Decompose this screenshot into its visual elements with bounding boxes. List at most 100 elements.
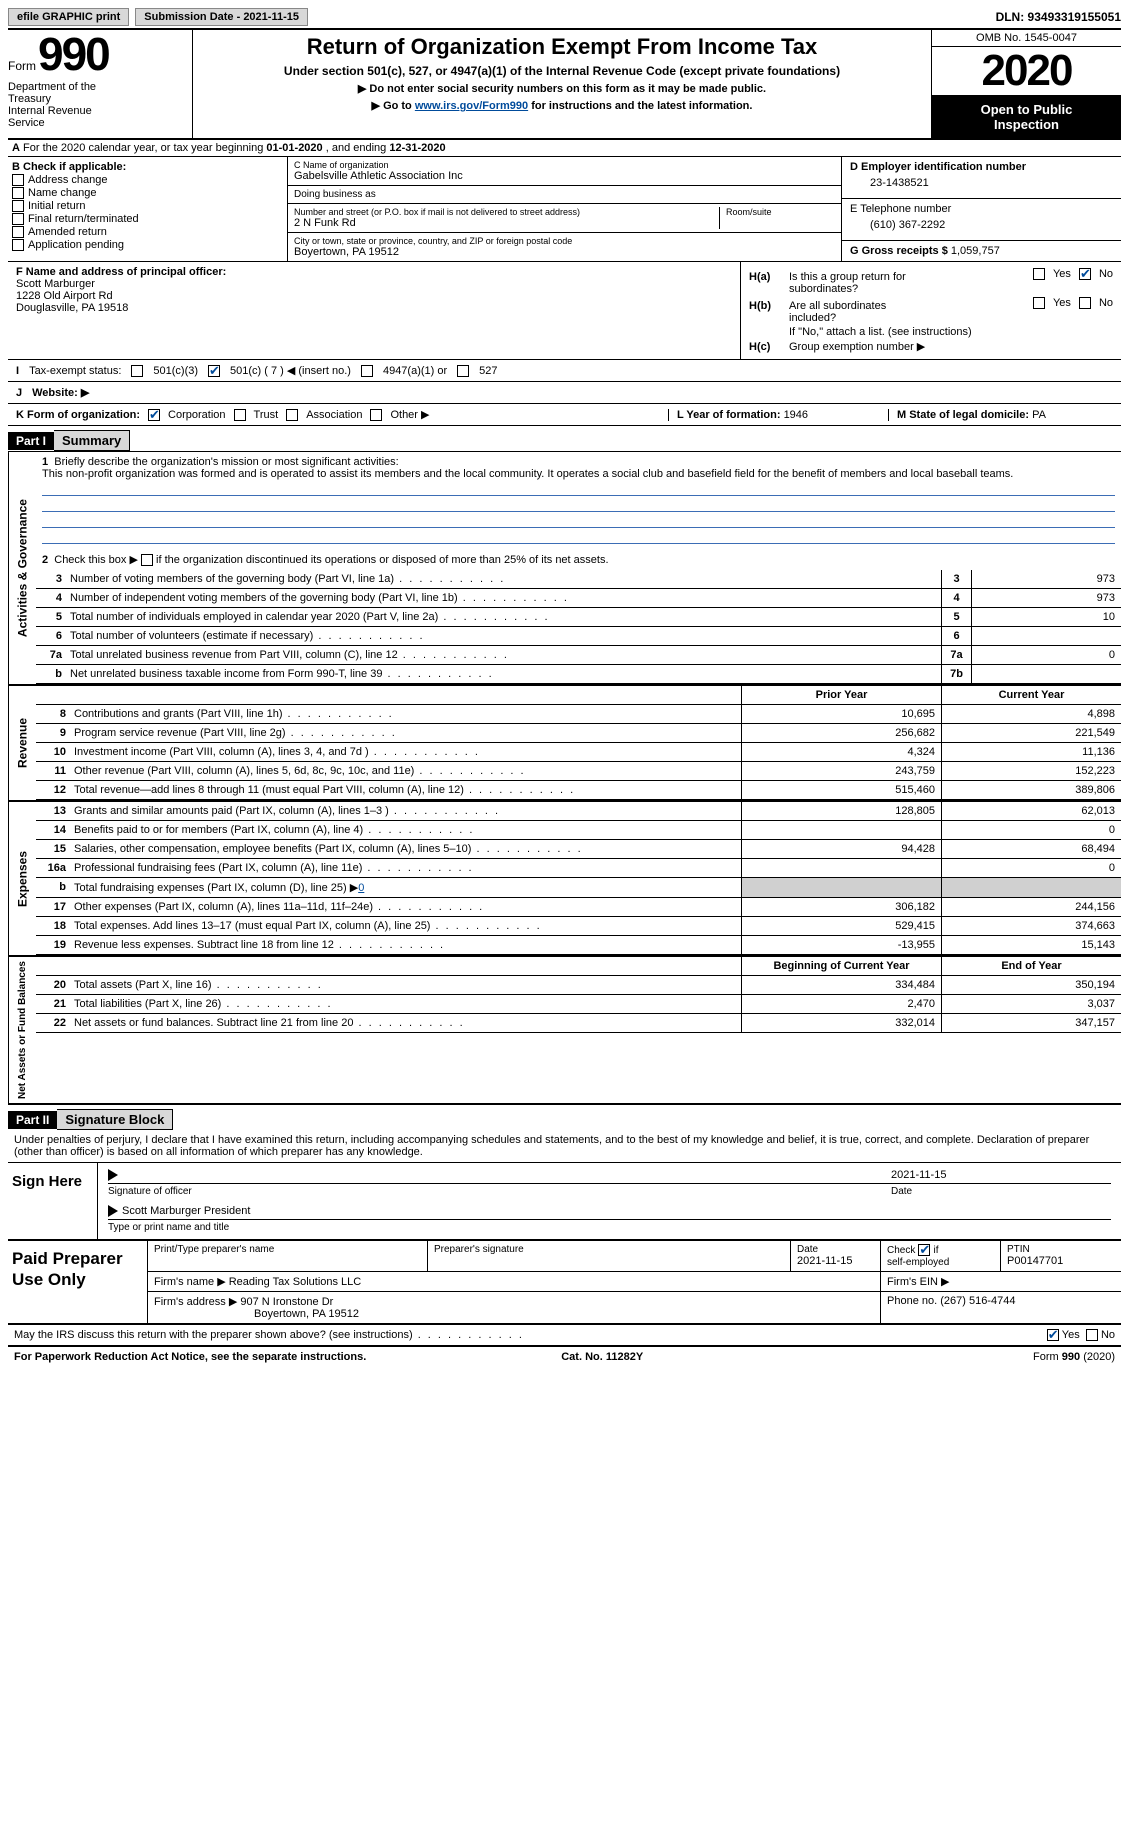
financial-line: 16aProfessional fundraising fees (Part I… — [36, 859, 1121, 878]
box-e-phone: E Telephone number (610) 367-2292 — [842, 199, 1121, 241]
chk-527[interactable] — [457, 365, 469, 377]
box-b-checkboxes: B Check if applicable: Address change Na… — [8, 157, 288, 261]
row-k-form-org: K Form of organization: Corporation Trus… — [16, 408, 658, 421]
vtab-governance: Activities & Governance — [8, 452, 36, 684]
dept-treasury: Department of the Treasury Internal Reve… — [8, 81, 186, 129]
financial-line: 19Revenue less expenses. Subtract line 1… — [36, 936, 1121, 955]
officer-name-title: Scott Marburger President — [122, 1205, 1111, 1217]
row-i-tax-status: I Tax-exempt status: 501(c)(3) 501(c) ( … — [8, 360, 1121, 382]
firm-address-cell: Firm's address ▶ 907 N Ironstone Dr Boye… — [148, 1292, 881, 1323]
preparer-sig-cell: Preparer's signature — [428, 1241, 791, 1271]
financial-line: 14Benefits paid to or for members (Part … — [36, 821, 1121, 840]
chk-501c[interactable] — [208, 365, 220, 377]
chk-amended-return[interactable] — [12, 226, 24, 238]
paid-preparer-label: Paid Preparer Use Only — [8, 1241, 148, 1323]
financial-line: 8Contributions and grants (Part VIII, li… — [36, 705, 1121, 724]
top-toolbar: efile GRAPHIC print Submission Date - 20… — [8, 8, 1121, 30]
sig-officer-label: Signature of officer — [108, 1186, 891, 1197]
box-c-name: C Name of organization Gabelsville Athle… — [288, 157, 841, 186]
tax-year: 2020 — [932, 47, 1121, 96]
box-c-city: City or town, state or province, country… — [288, 233, 841, 261]
chk-discuss-no[interactable] — [1086, 1329, 1098, 1341]
page-footer: For Paperwork Reduction Act Notice, see … — [8, 1347, 1121, 1367]
vtab-expenses: Expenses — [8, 802, 36, 955]
omb-number: OMB No. 1545-0047 — [932, 30, 1121, 47]
summary-line: 4Number of independent voting members of… — [36, 589, 1121, 608]
chk-ha-yes[interactable] — [1033, 268, 1045, 280]
chk-hb-no[interactable] — [1079, 297, 1091, 309]
financial-line: 18Total expenses. Add lines 13–17 (must … — [36, 917, 1121, 936]
dln-label: DLN: 93493319155051 — [996, 10, 1121, 24]
col-end-year: End of Year — [941, 957, 1121, 975]
efile-print-button[interactable]: efile GRAPHIC print — [8, 8, 129, 26]
arrow-icon — [108, 1169, 118, 1181]
submission-date-badge: Submission Date - 2021-11-15 — [135, 8, 308, 26]
preparer-date-cell: Date2021-11-15 — [791, 1241, 881, 1271]
part2-header: Part IISignature Block — [8, 1103, 1121, 1130]
financial-line: 9Program service revenue (Part VIII, lin… — [36, 724, 1121, 743]
box-c-dba: Doing business as — [288, 186, 841, 204]
row-a-tax-year: A For the 2020 calendar year, or tax yea… — [8, 140, 1121, 157]
financial-line: 15Salaries, other compensation, employee… — [36, 840, 1121, 859]
chk-self-employed[interactable] — [918, 1244, 930, 1256]
box-c-address: Number and street (or P.O. box if mail i… — [288, 204, 841, 233]
financial-line: 10Investment income (Part VIII, column (… — [36, 743, 1121, 762]
box-g-gross: G Gross receipts $ 1,059,757 — [842, 241, 1121, 261]
chk-4947[interactable] — [361, 365, 373, 377]
chk-initial-return[interactable] — [12, 200, 24, 212]
chk-trust[interactable] — [234, 409, 246, 421]
firm-name-cell: Firm's name ▶ Reading Tax Solutions LLC — [148, 1272, 881, 1291]
form-title: Return of Organization Exempt From Incom… — [199, 34, 925, 60]
row-l-year: L Year of formation: 1946 — [668, 409, 878, 421]
chk-discuss-yes[interactable] — [1047, 1329, 1059, 1341]
may-irs-discuss: May the IRS discuss this return with the… — [8, 1325, 1121, 1347]
chk-hb-yes[interactable] — [1033, 297, 1045, 309]
financial-line: 13Grants and similar amounts paid (Part … — [36, 802, 1121, 821]
name-title-label: Type or print name and title — [108, 1222, 1111, 1233]
open-inspection-badge: Open to PublicInspection — [932, 96, 1121, 138]
col-prior-year: Prior Year — [741, 686, 941, 704]
arrow-icon — [108, 1205, 118, 1217]
summary-line: bNet unrelated business taxable income f… — [36, 665, 1121, 684]
sig-date-value: 2021-11-15 — [891, 1169, 1111, 1181]
row-m-state: M State of legal domicile: PA — [888, 409, 1113, 421]
firm-phone-cell: Phone no. (267) 516-4744 — [881, 1292, 1121, 1323]
chk-address-change[interactable] — [12, 174, 24, 186]
financial-line: 17Other expenses (Part IX, column (A), l… — [36, 898, 1121, 917]
chk-final-return[interactable] — [12, 213, 24, 225]
form-number: 990 — [38, 34, 109, 75]
summary-line: 3Number of voting members of the governi… — [36, 570, 1121, 589]
chk-corporation[interactable] — [148, 409, 160, 421]
form-word: Form — [8, 59, 36, 73]
box-d-ein: D Employer identification number 23-1438… — [842, 157, 1121, 199]
signature-declaration: Under penalties of perjury, I declare th… — [8, 1130, 1121, 1163]
financial-line: 22Net assets or fund balances. Subtract … — [36, 1014, 1121, 1033]
chk-association[interactable] — [286, 409, 298, 421]
chk-other[interactable] — [370, 409, 382, 421]
line1-mission: 1 Briefly describe the organization's mi… — [36, 452, 1121, 548]
col-begin-year: Beginning of Current Year — [741, 957, 941, 975]
preparer-selfemp-cell: Check if self-employed — [881, 1241, 1001, 1271]
preparer-name-cell: Print/Type preparer's name — [148, 1241, 428, 1271]
chk-ha-no[interactable] — [1079, 268, 1091, 280]
box-f-officer: F Name and address of principal officer:… — [8, 262, 741, 359]
form990-link[interactable]: www.irs.gov/Form990 — [415, 100, 528, 112]
sig-date-label: Date — [891, 1186, 1111, 1197]
financial-line: 11Other revenue (Part VIII, column (A), … — [36, 762, 1121, 781]
chk-application-pending[interactable] — [12, 239, 24, 251]
chk-501c3[interactable] — [131, 365, 143, 377]
part1-header: Part ISummary — [8, 426, 1121, 451]
summary-line: 5Total number of individuals employed in… — [36, 608, 1121, 627]
financial-line: 12Total revenue—add lines 8 through 11 (… — [36, 781, 1121, 800]
vtab-netassets: Net Assets or Fund Balances — [8, 957, 36, 1103]
financial-line: bTotal fundraising expenses (Part IX, co… — [36, 878, 1121, 898]
summary-line: 7aTotal unrelated business revenue from … — [36, 646, 1121, 665]
chk-discontinued[interactable] — [141, 554, 153, 566]
vtab-revenue: Revenue — [8, 686, 36, 800]
instr-goto: ▶ Go to www.irs.gov/Form990 for instruct… — [199, 99, 925, 112]
form-header: Form990 Department of the Treasury Inter… — [8, 30, 1121, 140]
sign-here-label: Sign Here — [8, 1163, 98, 1239]
chk-name-change[interactable] — [12, 187, 24, 199]
summary-line: 6Total number of volunteers (estimate if… — [36, 627, 1121, 646]
firm-ein-cell: Firm's EIN ▶ — [881, 1272, 1121, 1291]
